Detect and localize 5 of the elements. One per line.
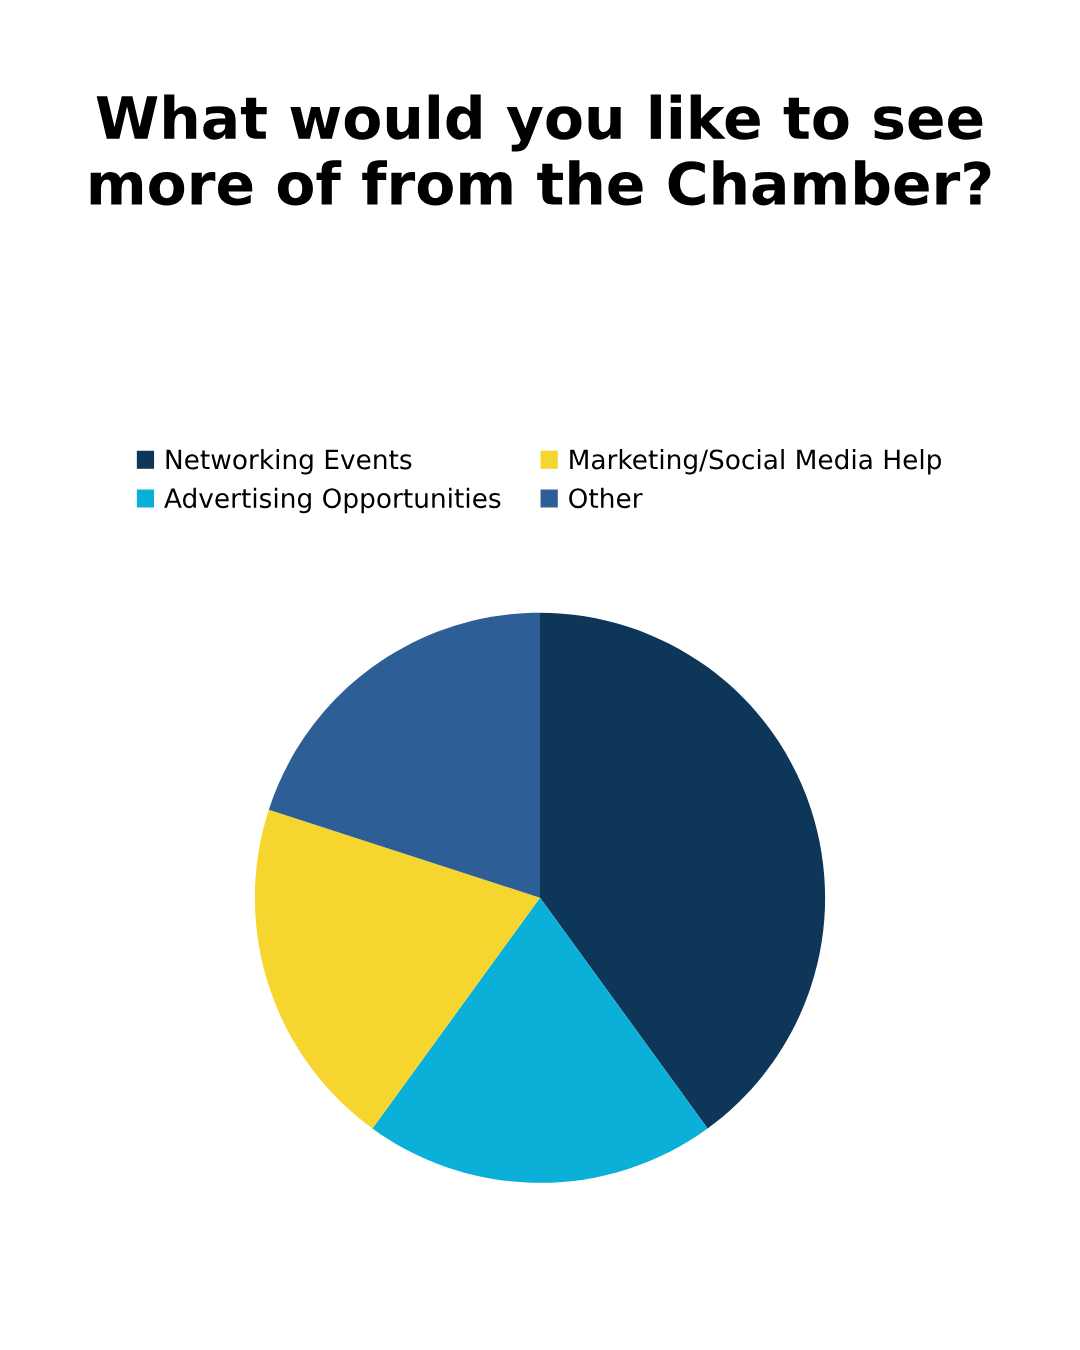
legend-label: Marketing/Social Media Help <box>570 449 942 475</box>
chart-title: What would you like to see more of from the Chamber? <box>90 94 991 206</box>
legend-label: Other <box>569 487 643 509</box>
legend-label: Networking Events <box>166 449 412 475</box>
legend-label: Advertising Opportunities <box>164 487 501 514</box>
